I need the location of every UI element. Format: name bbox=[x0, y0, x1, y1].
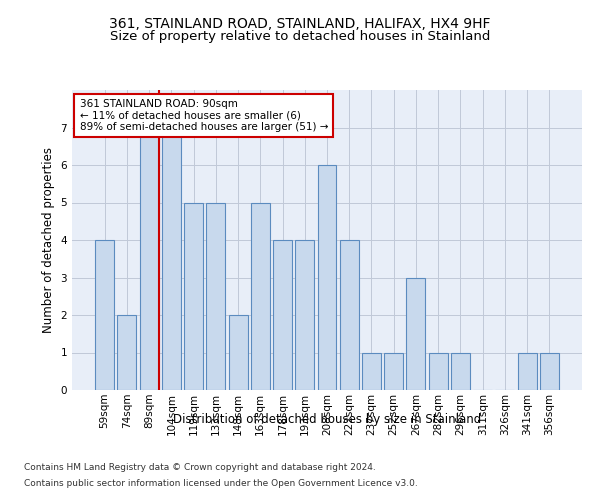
Bar bbox=[317, 165, 337, 390]
Bar bbox=[206, 202, 225, 390]
Bar bbox=[406, 278, 425, 390]
Text: 361, STAINLAND ROAD, STAINLAND, HALIFAX, HX4 9HF: 361, STAINLAND ROAD, STAINLAND, HALIFAX,… bbox=[109, 18, 491, 32]
Text: 361 STAINLAND ROAD: 90sqm
← 11% of detached houses are smaller (6)
89% of semi-d: 361 STAINLAND ROAD: 90sqm ← 11% of detac… bbox=[80, 99, 328, 132]
Text: Size of property relative to detached houses in Stainland: Size of property relative to detached ho… bbox=[110, 30, 490, 43]
Bar bbox=[140, 128, 158, 390]
Bar bbox=[118, 315, 136, 390]
Text: Contains HM Land Registry data © Crown copyright and database right 2024.: Contains HM Land Registry data © Crown c… bbox=[24, 464, 376, 472]
Bar bbox=[251, 202, 270, 390]
Bar bbox=[362, 352, 381, 390]
Bar bbox=[429, 352, 448, 390]
Bar bbox=[273, 240, 292, 390]
Bar bbox=[229, 315, 248, 390]
Bar bbox=[184, 202, 203, 390]
Bar bbox=[384, 352, 403, 390]
Bar bbox=[451, 352, 470, 390]
Text: Distribution of detached houses by size in Stainland: Distribution of detached houses by size … bbox=[173, 412, 481, 426]
Bar bbox=[518, 352, 536, 390]
Text: Contains public sector information licensed under the Open Government Licence v3: Contains public sector information licen… bbox=[24, 478, 418, 488]
Bar bbox=[540, 352, 559, 390]
Bar bbox=[295, 240, 314, 390]
Bar bbox=[95, 240, 114, 390]
Y-axis label: Number of detached properties: Number of detached properties bbox=[42, 147, 55, 333]
Bar bbox=[162, 128, 181, 390]
Bar bbox=[340, 240, 359, 390]
